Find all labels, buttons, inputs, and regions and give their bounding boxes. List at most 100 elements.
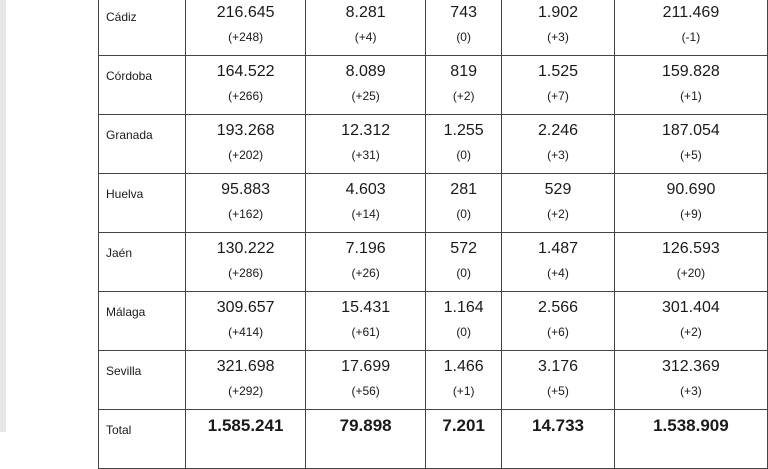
cell-value: 1.902 [537,4,579,21]
value-cell: 130.222 (+286) [185,232,307,292]
total-cell: 7.201 [425,409,503,469]
province-name: Jaén [97,232,187,292]
table-row: Córdoba 164.522 (+266) 8.089 (+25) 819 (+2) 1.5… [97,55,768,115]
cell-value: 2.566 [537,299,579,316]
value-cell: 3.176 (+5) [501,350,615,410]
value-cell: 17.699 (+56) [305,350,427,410]
value-cell: 1.487 (+4) [501,232,615,292]
value-cell: 15.431 (+61) [305,291,427,351]
value-cell: 126.593 (+20) [613,232,768,292]
cell-value: 4.603 [345,181,386,198]
value-cell: 193.268 (+202) [185,114,307,174]
value-cell: 529 (+2) [501,173,615,233]
value-cell: 187.054 (+5) [613,114,768,174]
total-value: 1.538.909 [653,416,729,435]
total-value: 7.201 [442,416,485,435]
cell-value: 130.222 [216,240,275,257]
cell-delta: (+25) [351,89,380,103]
value-cell: 2.246 (+3) [501,114,615,174]
cell-value: 211.469 [662,4,720,21]
province-name: Huelva [97,173,187,233]
total-cell: 1.585.241 [185,409,307,469]
cell-value: 90.690 [666,181,716,198]
value-cell: 1.525 (+7) [501,55,615,115]
value-cell: 211.469 (-1) [613,0,768,56]
value-cell: 1.164 (0) [425,291,503,351]
cell-delta: (-1) [681,30,701,44]
total-value: 79.898 [339,416,392,435]
cell-delta: (+4) [547,266,569,280]
cell-delta: (+5) [680,148,702,162]
cell-delta: (+292) [228,384,264,398]
province-name: Granada [97,114,187,174]
value-cell: 309.657 (+414) [185,291,307,351]
cell-delta: (+162) [228,207,264,221]
cell-value: 321.698 [216,358,275,375]
value-cell: 301.404 (+2) [613,291,768,351]
total-value: 14.733 [532,416,584,435]
cell-value: 8.089 [345,63,386,80]
total-row: Total 1.585.241 79.898 7.201 14.733 1.538.909 [97,409,768,469]
value-cell: 1.255 (0) [425,114,503,174]
cell-delta: (0) [456,325,471,339]
cell-delta: (+1) [452,384,475,398]
cell-delta: (+26) [351,266,380,280]
cell-delta: (+3) [680,384,702,398]
cell-delta: (+20) [676,266,706,280]
value-cell: 8.089 (+25) [305,55,427,115]
cell-value: 281 [450,181,477,198]
value-cell: 216.645 (+248) [185,0,307,56]
data-table: Cádiz 216.645 (+248) 8.281 (+4) 743 (0) 1.902 (+… [97,0,768,469]
cell-delta: (0) [456,207,471,221]
cell-delta: (+202) [228,148,264,162]
cell-delta: (+31) [351,148,380,162]
value-cell: 312.369 (+3) [613,350,768,410]
cell-delta: (0) [456,30,471,44]
cell-value: 12.312 [341,122,391,139]
table-row: Jaén 130.222 (+286) 7.196 (+26) 572 (0) 1.487 (+… [97,232,768,292]
cell-delta: (+4) [354,30,377,44]
value-cell: 90.690 (+9) [613,173,768,233]
cell-value: 819 [450,63,477,80]
cell-value: 193.268 [216,122,275,139]
total-value: 1.585.241 [207,416,284,435]
cell-delta: (+14) [351,207,380,221]
cell-delta: (+2) [452,89,475,103]
value-cell: 1.466 (+1) [425,350,503,410]
cell-value: 17.699 [341,358,391,375]
total-cell: 1.538.909 [613,409,768,469]
table-row: Cádiz 216.645 (+248) 8.281 (+4) 743 (0) 1.902 (+… [97,0,768,56]
total-cell: 14.733 [501,409,615,469]
table-row: Málaga 309.657 (+414) 15.431 (+61) 1.164 (0) 2.… [97,291,768,351]
cell-value: 187.054 [661,122,720,139]
cell-value: 15.431 [341,299,391,316]
cell-value: 8.281 [345,4,386,21]
cell-value: 3.176 [537,358,579,375]
cell-value: 1.466 [443,358,484,375]
cell-delta: (+9) [680,207,702,221]
cell-value: 301.404 [661,299,720,316]
cell-delta: (+1) [680,89,702,103]
cell-delta: (+2) [680,325,702,339]
value-cell: 8.281 (+4) [305,0,427,56]
table-row: Granada 193.268 (+202) 12.312 (+31) 1.255 (0) 2… [97,114,768,174]
total-label: Total [97,409,187,469]
cell-delta: (0) [456,266,471,280]
cell-delta: (+5) [547,384,569,398]
province-name: Cádiz [97,0,187,56]
cell-value: 309.657 [216,299,275,316]
value-cell: 164.522 (+266) [185,55,307,115]
value-cell: 1.902 (+3) [501,0,615,56]
cell-delta: (+266) [228,89,264,103]
cell-value: 1.164 [443,299,484,316]
province-name: Málaga [97,291,187,351]
cell-delta: (+414) [228,325,264,339]
cell-value: 1.487 [537,240,579,257]
cell-delta: (0) [456,148,471,162]
cell-value: 159.828 [661,63,720,80]
value-cell: 159.828 (+1) [613,55,768,115]
cell-value: 572 [450,240,477,257]
cell-value: 1.525 [537,63,579,80]
cell-value: 7.196 [345,240,386,257]
cell-value: 95.883 [221,181,271,198]
